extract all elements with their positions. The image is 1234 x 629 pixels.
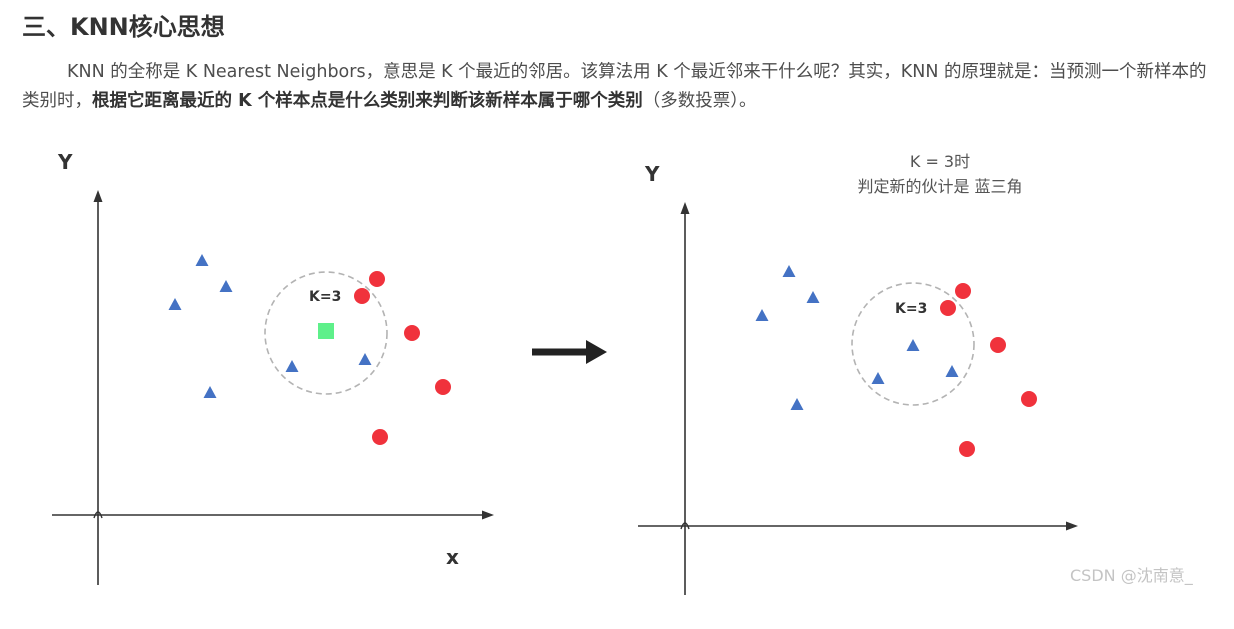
right-k-label: K=3 bbox=[895, 301, 927, 317]
right-blue-triangle bbox=[871, 372, 885, 384]
right-blue-triangle bbox=[755, 309, 769, 321]
right-blue-triangle bbox=[790, 398, 804, 410]
right-k-neighborhood-circle bbox=[851, 282, 975, 406]
left-x-axis-arrowhead bbox=[482, 510, 494, 520]
right-origin-mark bbox=[680, 522, 690, 530]
section-title: 三、KNN核心思想 bbox=[22, 13, 225, 41]
intro-bold-text: 根据它距离最近的 K 个样本点是什么类别来判断该新样本属于哪个类别 bbox=[92, 91, 643, 111]
intro-paragraph: KNN 的全称是 K Nearest Neighbors，意思是 K 个最近的邻… bbox=[22, 58, 1222, 116]
knn-diagram: Y x K=3 bbox=[52, 150, 1078, 595]
right-caption-line1: K = 3时 bbox=[910, 152, 970, 171]
left-blue-triangle bbox=[285, 360, 299, 372]
left-y-axis-arrowhead bbox=[93, 190, 103, 202]
left-red-circle bbox=[404, 325, 420, 341]
right-blue-triangle bbox=[945, 365, 959, 377]
right-red-circle bbox=[955, 283, 971, 299]
new-sample-square bbox=[318, 323, 334, 339]
left-k-label: K=3 bbox=[309, 289, 341, 305]
classified-new-sample-triangle bbox=[906, 339, 920, 351]
left-blue-triangle bbox=[203, 386, 217, 398]
right-blue-triangle bbox=[806, 291, 820, 303]
right-red-circle bbox=[959, 441, 975, 457]
right-red-circle bbox=[940, 300, 956, 316]
left-blue-triangle bbox=[195, 254, 209, 266]
right-y-axis-arrowhead bbox=[680, 202, 690, 214]
arrow-head bbox=[586, 340, 607, 364]
left-red-circle bbox=[354, 288, 370, 304]
knn-figure: Y x K=3 bbox=[0, 130, 1234, 625]
left-y-axis-label: Y bbox=[57, 150, 73, 174]
left-red-circle bbox=[369, 271, 385, 287]
left-blue-triangle bbox=[358, 353, 372, 365]
left-blue-triangle bbox=[168, 298, 182, 310]
intro-text: KNN 的全称是 K Nearest Neighbors，意思是 K 个最近的邻… bbox=[22, 62, 1207, 111]
right-x-axis-arrowhead bbox=[1066, 521, 1078, 531]
right-red-circle bbox=[1021, 391, 1037, 407]
left-x-axis-label: x bbox=[446, 545, 459, 569]
left-red-circle bbox=[372, 429, 388, 445]
right-caption-line2: 判定新的伙计是 蓝三角 bbox=[857, 177, 1022, 196]
left-origin-mark bbox=[93, 511, 103, 519]
right-red-circle bbox=[990, 337, 1006, 353]
transition-arrow bbox=[532, 340, 607, 364]
right-blue-triangle bbox=[782, 265, 796, 277]
right-y-axis-label: Y bbox=[644, 162, 660, 186]
left-k-neighborhood-circle bbox=[264, 271, 388, 395]
left-panel: Y x K=3 bbox=[52, 150, 494, 585]
watermark: CSDN @沈南意_ bbox=[1070, 566, 1193, 585]
right-panel: K = 3时 判定新的伙计是 蓝三角 Y K=3 bbox=[638, 152, 1078, 595]
left-blue-triangle bbox=[219, 280, 233, 292]
left-red-circle bbox=[435, 379, 451, 395]
intro-tail-text: （多数投票）。 bbox=[642, 91, 757, 111]
